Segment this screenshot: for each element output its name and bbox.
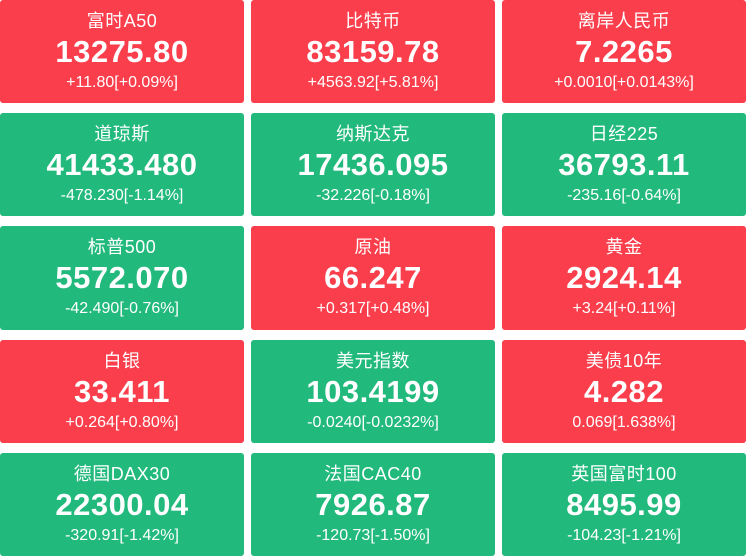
market-tile[interactable]: 日经225 36793.11 -235.16[-0.64%] — [502, 113, 746, 217]
market-tile[interactable]: 英国富时100 8495.99 -104.23[-1.21%] — [502, 452, 746, 556]
market-change-delta: +4563.92[+5.81%] — [307, 74, 439, 92]
market-name: 法国CAC40 — [324, 463, 422, 484]
market-change-delta: +0.0010[+0.0143%] — [554, 74, 694, 92]
market-change-delta: -0.0240[-0.0232%] — [307, 413, 439, 431]
market-price: 22300.04 — [55, 486, 189, 522]
market-change-delta: -320.91[-1.42%] — [65, 526, 179, 544]
market-name: 富时A50 — [86, 11, 158, 32]
market-name: 纳斯达克 — [336, 124, 410, 145]
market-name: 黄金 — [605, 237, 643, 258]
market-change-delta: -120.73[-1.50%] — [316, 526, 430, 544]
market-tile[interactable]: 道琼斯 41433.480 -478.230[-1.14%] — [0, 113, 244, 217]
market-change-delta: -478.230[-1.14%] — [60, 187, 184, 205]
market-price: 66.247 — [324, 260, 422, 296]
market-tile[interactable]: 离岸人民币 7.2265 +0.0010[+0.0143%] — [502, 0, 746, 104]
market-change-delta: -235.16[-0.64%] — [567, 187, 681, 205]
market-change-delta: -42.490[-0.76%] — [65, 300, 179, 318]
market-tile[interactable]: 美元指数 103.4199 -0.0240[-0.0232%] — [251, 339, 495, 443]
market-tile[interactable]: 富时A50 13275.80 +11.80[+0.09%] — [0, 0, 244, 104]
market-name: 英国富时100 — [571, 463, 677, 484]
market-name: 标普500 — [87, 237, 157, 258]
market-name: 道琼斯 — [94, 124, 150, 145]
market-price: 33.411 — [73, 373, 171, 409]
market-name: 美元指数 — [336, 350, 410, 371]
market-price: 7.2265 — [575, 34, 673, 70]
market-tile[interactable]: 美债10年 4.282 0.069[1.638%] — [502, 339, 746, 443]
market-price: 7926.87 — [315, 486, 431, 522]
market-price: 83159.78 — [306, 34, 440, 70]
market-change-delta: -104.23[-1.21%] — [567, 526, 681, 544]
market-price: 5572.070 — [55, 260, 189, 296]
market-price: 41433.480 — [46, 147, 198, 183]
market-tile[interactable]: 原油 66.247 +0.317[+0.48%] — [251, 226, 495, 330]
market-name: 白银 — [103, 350, 141, 371]
market-price: 17436.095 — [297, 147, 449, 183]
market-tile[interactable]: 比特币 83159.78 +4563.92[+5.81%] — [251, 0, 495, 104]
market-tile[interactable]: 纳斯达克 17436.095 -32.226[-0.18%] — [251, 113, 495, 217]
market-price: 2924.14 — [566, 260, 682, 296]
market-tile[interactable]: 黄金 2924.14 +3.24[+0.11%] — [502, 226, 746, 330]
market-name: 原油 — [354, 237, 392, 258]
market-change-delta: +11.80[+0.09%] — [66, 74, 178, 92]
market-name: 比特币 — [345, 11, 401, 32]
market-change-delta: 0.069[1.638%] — [572, 413, 676, 431]
market-price: 103.4199 — [306, 373, 440, 409]
market-name: 日经225 — [589, 124, 659, 145]
market-tile[interactable]: 白银 33.411 +0.264[+0.80%] — [0, 339, 244, 443]
market-tile[interactable]: 标普500 5572.070 -42.490[-0.76%] — [0, 226, 244, 330]
market-tile[interactable]: 法国CAC40 7926.87 -120.73[-1.50%] — [251, 452, 495, 556]
market-change-delta: +3.24[+0.11%] — [572, 300, 676, 318]
market-tile[interactable]: 德国DAX30 22300.04 -320.91[-1.42%] — [0, 452, 244, 556]
market-change-delta: +0.317[+0.48%] — [316, 300, 430, 318]
market-change-delta: +0.264[+0.80%] — [65, 413, 179, 431]
market-name: 德国DAX30 — [73, 463, 171, 484]
market-price: 13275.80 — [55, 34, 189, 70]
market-price: 8495.99 — [566, 486, 682, 522]
market-name: 离岸人民币 — [577, 11, 671, 32]
market-price: 36793.11 — [558, 147, 690, 183]
market-change-delta: -32.226[-0.18%] — [316, 187, 430, 205]
market-name: 美债10年 — [585, 350, 663, 371]
market-price: 4.282 — [583, 373, 665, 409]
